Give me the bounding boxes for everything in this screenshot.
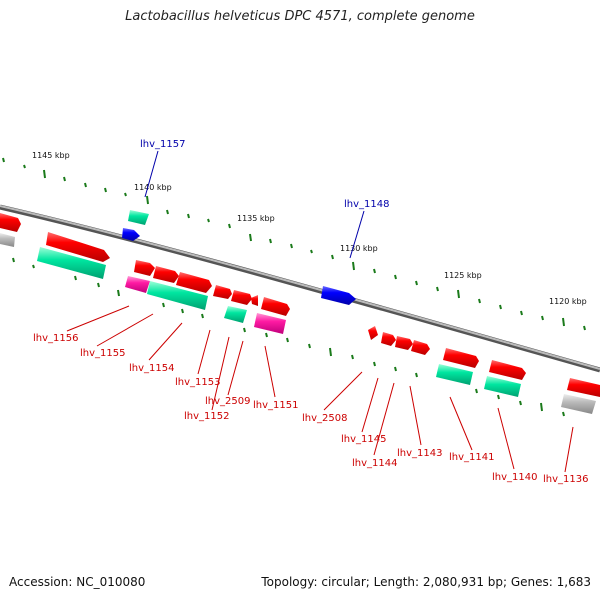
gene-label: lhv_1143 bbox=[397, 448, 442, 459]
gene-lhv-1148 bbox=[321, 286, 356, 305]
top-label-leaders bbox=[144, 150, 365, 259]
gene-label: lhv_1140 bbox=[492, 472, 537, 483]
gene-lhv-1141 bbox=[443, 348, 479, 368]
gene-lhv-1157 bbox=[122, 228, 140, 241]
gene-label: lhv_1152 bbox=[184, 411, 229, 422]
gene-label: lhv_1153 bbox=[175, 377, 220, 388]
gene-label: lhv_1141 bbox=[449, 452, 494, 463]
gene-label: lhv_1156 bbox=[33, 333, 78, 344]
gene-label: lhv_1136 bbox=[543, 474, 588, 485]
accession-text: Accession: NC_010080 bbox=[9, 575, 146, 589]
scale-label: 1125 kbp bbox=[444, 271, 482, 280]
gene-lhv-1143 bbox=[411, 340, 430, 355]
gene-features bbox=[0, 210, 600, 414]
gc-track-inner bbox=[12, 257, 565, 417]
gc-track-outer bbox=[2, 157, 586, 331]
gene-label: lhv_1155 bbox=[80, 348, 125, 359]
genome-summary-text: Topology: circular; Length: 2,080,931 bp… bbox=[261, 575, 591, 589]
gene-lhv-1153 bbox=[213, 285, 232, 299]
gene-lhv-1140 bbox=[489, 360, 526, 380]
gene-label: lhv_1154 bbox=[129, 363, 174, 374]
gene-lhv-2508 bbox=[368, 326, 378, 340]
gene-lhv-1144 bbox=[395, 336, 413, 350]
genome-backbone bbox=[0, 204, 600, 373]
scale-label: 1135 kbp bbox=[237, 214, 275, 223]
gene-label: lhv_2509 bbox=[205, 396, 250, 407]
scale-label: 1120 kbp bbox=[549, 297, 587, 306]
scale-label: 1130 kbp bbox=[340, 244, 378, 253]
gene-lhv-2509 bbox=[231, 290, 252, 305]
gene-label: lhv_1145 bbox=[341, 434, 386, 445]
scale-label: 1140 kbp bbox=[134, 183, 172, 192]
gene-label: lhv_1148 bbox=[344, 199, 389, 210]
gene-lhv-1151 bbox=[261, 297, 290, 316]
gene-label: lhv_2508 bbox=[302, 413, 347, 424]
gene-lhv-1136 bbox=[567, 378, 600, 397]
gene-label: lhv_1157 bbox=[140, 139, 185, 150]
scale-labels: 1145 kbp 1140 kbp 1135 kbp 1130 kbp 1125… bbox=[32, 151, 587, 306]
gene-lhv-1155 bbox=[37, 247, 106, 279]
gene-label: lhv_1144 bbox=[352, 458, 397, 469]
gene-labels: lhv_1157 lhv_1148 lhv_1156 lhv_1155 lhv_… bbox=[33, 139, 588, 485]
bottom-label-leaders bbox=[66, 305, 574, 473]
gene-lhv-1156 bbox=[46, 232, 110, 262]
map-title: Lactobacillus helveticus DPC 4571, compl… bbox=[125, 9, 475, 24]
gene-lhv-1152 bbox=[224, 306, 247, 323]
gene-label: lhv_1151 bbox=[253, 400, 298, 411]
gene-lhv-1145 bbox=[381, 332, 396, 346]
scale-label: 1145 kbp bbox=[32, 151, 70, 160]
gene-lhv-1154 bbox=[134, 260, 155, 276]
